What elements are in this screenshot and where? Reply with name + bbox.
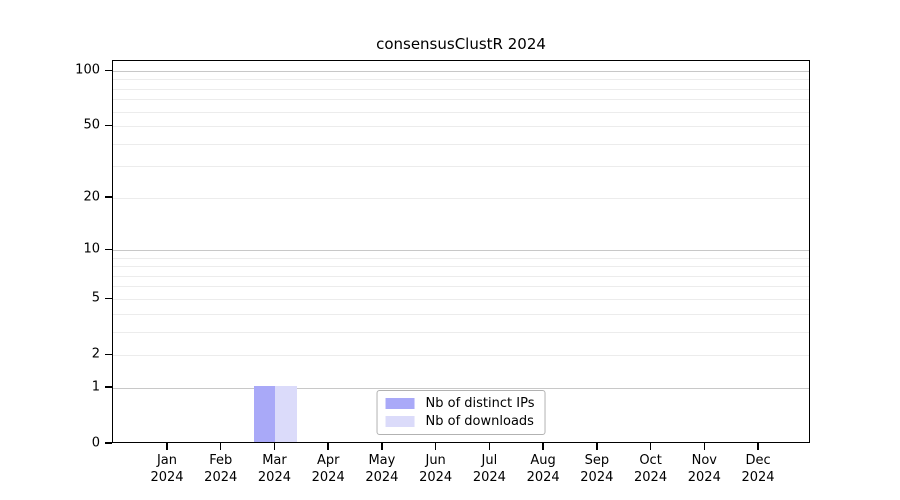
x-tick-month: Jan bbox=[156, 453, 178, 468]
x-tick bbox=[488, 443, 491, 450]
x-tick-label: Feb 2024 bbox=[186, 452, 256, 486]
x-tick bbox=[649, 443, 652, 450]
y-tick bbox=[105, 124, 112, 127]
x-tick-month: Aug bbox=[530, 453, 556, 468]
x-tick-year: 2024 bbox=[741, 470, 775, 485]
x-tick-month: Dec bbox=[745, 453, 771, 468]
y-tick-label: 5 bbox=[91, 290, 100, 306]
bar-downloads bbox=[275, 386, 297, 442]
x-tick-year: 2024 bbox=[472, 470, 506, 485]
minor-gridline bbox=[113, 313, 809, 315]
y-tick bbox=[105, 386, 112, 388]
y-tick bbox=[105, 69, 112, 72]
legend-item-distinct-ips: Nb of distinct IPs bbox=[385, 396, 535, 411]
x-tick-label: Aug 2024 bbox=[508, 452, 578, 486]
minor-gridline bbox=[113, 99, 809, 101]
x-tick-year: 2024 bbox=[365, 470, 399, 485]
major-gridline bbox=[113, 387, 809, 389]
minor-gridline bbox=[113, 286, 809, 288]
x-tick bbox=[703, 443, 706, 450]
minor-gridline bbox=[113, 266, 809, 268]
x-tick-label: Jul 2024 bbox=[454, 452, 524, 486]
minor-gridline bbox=[113, 88, 809, 90]
x-tick-label: Jun 2024 bbox=[401, 452, 471, 486]
x-tick-year: 2024 bbox=[311, 470, 345, 485]
legend-label-distinct-ips: Nb of distinct IPs bbox=[425, 396, 535, 411]
x-tick-month: Feb bbox=[209, 453, 233, 468]
y-tick bbox=[105, 297, 112, 300]
x-tick bbox=[434, 443, 437, 450]
y-tick-label: 1 bbox=[91, 379, 100, 395]
x-tick-year: 2024 bbox=[634, 470, 668, 485]
y-tick-label: 0 bbox=[91, 435, 100, 451]
x-tick-month: Sep bbox=[584, 453, 610, 468]
x-tick-label: Sep 2024 bbox=[562, 452, 632, 486]
x-tick-label: Oct 2024 bbox=[616, 452, 686, 486]
legend-item-downloads: Nb of downloads bbox=[385, 414, 535, 429]
x-tick-year: 2024 bbox=[419, 470, 453, 485]
x-tick-year: 2024 bbox=[257, 470, 291, 485]
plot-area: Nb of distinct IPs Nb of downloads bbox=[112, 60, 810, 443]
x-tick-month: Jun bbox=[425, 453, 446, 468]
minor-gridline bbox=[113, 125, 809, 127]
x-tick-month: Oct bbox=[639, 453, 662, 468]
minor-gridline bbox=[113, 79, 809, 81]
x-tick-year: 2024 bbox=[204, 470, 238, 485]
x-tick-year: 2024 bbox=[687, 470, 721, 485]
x-tick-label: Nov 2024 bbox=[669, 452, 739, 486]
minor-gridline bbox=[113, 197, 809, 199]
x-tick-month: May bbox=[368, 453, 396, 468]
major-gridline bbox=[113, 249, 809, 251]
x-tick-month: Nov bbox=[691, 453, 717, 468]
x-tick bbox=[381, 443, 383, 450]
y-tick-label: 10 bbox=[83, 241, 100, 257]
x-tick-label: Mar 2024 bbox=[239, 452, 309, 486]
minor-gridline bbox=[113, 331, 809, 333]
x-tick bbox=[273, 443, 276, 450]
x-tick-label: Dec 2024 bbox=[723, 452, 793, 486]
y-tick-label: 2 bbox=[91, 346, 100, 362]
y-tick bbox=[105, 196, 112, 198]
minor-gridline bbox=[113, 166, 809, 168]
minor-gridline bbox=[113, 298, 809, 300]
y-tick bbox=[105, 353, 112, 356]
chart-title: consensusClustR 2024 bbox=[376, 35, 546, 53]
y-tick bbox=[105, 442, 112, 444]
y-tick-label: 20 bbox=[83, 189, 100, 205]
x-tick-label: May 2024 bbox=[347, 452, 417, 486]
x-tick-year: 2024 bbox=[150, 470, 184, 485]
x-tick bbox=[542, 443, 544, 450]
bar-distinct-ips bbox=[253, 386, 276, 442]
minor-gridline bbox=[113, 275, 809, 277]
y-tick-label: 100 bbox=[75, 62, 100, 78]
minor-gridline bbox=[113, 143, 809, 145]
major-gridline bbox=[113, 70, 809, 72]
x-tick bbox=[757, 443, 759, 450]
legend-label-downloads: Nb of downloads bbox=[425, 414, 534, 429]
x-tick bbox=[166, 443, 168, 450]
minor-gridline bbox=[113, 111, 809, 113]
minor-gridline bbox=[113, 354, 809, 356]
x-tick bbox=[219, 443, 222, 450]
legend: Nb of distinct IPs Nb of downloads bbox=[376, 390, 546, 435]
x-tick-month: Mar bbox=[262, 453, 287, 468]
legend-swatch-downloads bbox=[385, 416, 415, 427]
x-tick-label: Apr 2024 bbox=[293, 452, 363, 486]
x-tick-year: 2024 bbox=[580, 470, 614, 485]
x-tick-month: Apr bbox=[316, 453, 340, 468]
y-tick-label: 50 bbox=[83, 117, 100, 133]
x-tick-month: Jul bbox=[481, 453, 498, 468]
x-tick bbox=[327, 443, 329, 450]
x-tick bbox=[596, 443, 598, 450]
x-tick-label: Jan 2024 bbox=[132, 452, 202, 486]
minor-gridline bbox=[113, 257, 809, 259]
y-tick bbox=[105, 248, 112, 251]
legend-swatch-distinct-ips bbox=[385, 398, 415, 409]
x-tick-year: 2024 bbox=[526, 470, 560, 485]
